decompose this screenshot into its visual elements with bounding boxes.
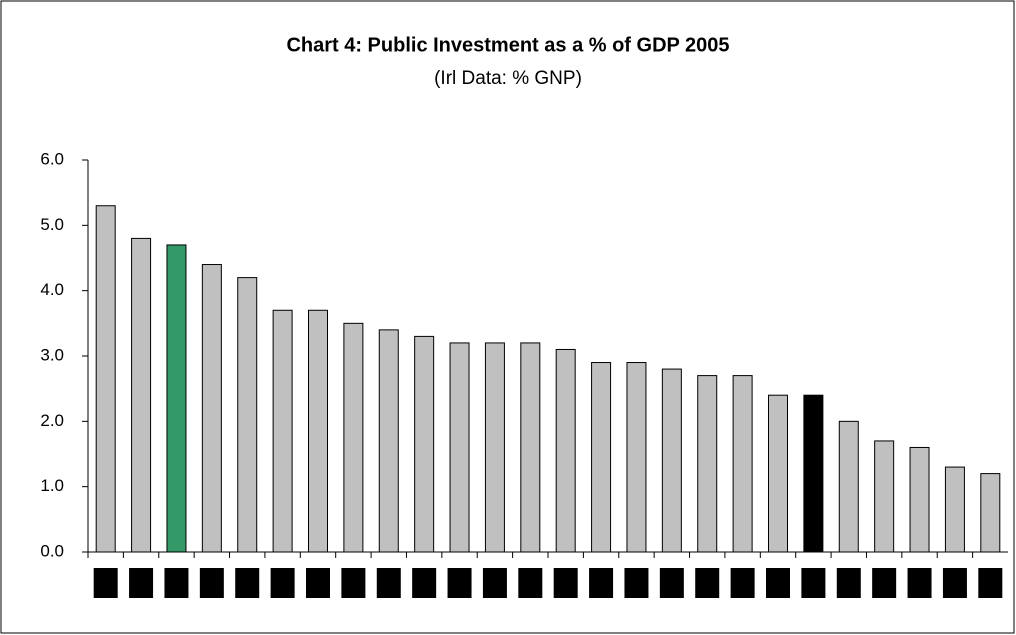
redacted-label: [412, 568, 437, 598]
bar: [414, 335, 435, 553]
bar: [697, 375, 718, 553]
redacted-label: [836, 568, 861, 598]
redacted-label: [341, 568, 366, 598]
redacted-label: [624, 568, 649, 598]
chart-subtitle: (Irl Data: % GNP): [434, 68, 582, 89]
bar: [874, 440, 895, 553]
redacted-label: [376, 568, 401, 598]
redacted-label: [270, 568, 295, 598]
bar: [980, 473, 1001, 553]
bar: [768, 394, 788, 553]
bar: [626, 362, 647, 553]
redacted-label: [306, 568, 330, 598]
bar: [732, 375, 753, 553]
y-tick-label: 0.0: [40, 541, 64, 560]
bar: [378, 329, 399, 553]
y-tick-label: 3.0: [40, 345, 64, 364]
redacted-label: [553, 568, 578, 598]
bar: [909, 446, 930, 553]
redacted-label: [589, 568, 614, 598]
y-tick-label: 1.0: [40, 476, 64, 495]
redacted-label: [235, 568, 260, 598]
bar: [308, 309, 328, 553]
redacted-label: [482, 568, 507, 598]
redacted-label: [942, 568, 967, 598]
bar: [449, 342, 470, 553]
redacted-label: [199, 568, 224, 598]
redacted-label: [93, 568, 118, 598]
redacted-label: [978, 568, 1003, 598]
bar: [131, 237, 152, 553]
chart-title: Chart 4: Public Investment as a % of GDP…: [286, 34, 729, 56]
bar: [944, 466, 965, 553]
y-tick-label: 5.0: [40, 215, 64, 234]
redacted-label: [518, 568, 543, 598]
y-tick-label: 6.0: [40, 149, 64, 168]
redacted-label: [659, 568, 684, 598]
redacted-label: [766, 568, 790, 598]
bar: [272, 309, 293, 553]
bar: [484, 342, 505, 553]
y-tick-label: 2.0: [40, 411, 64, 430]
redacted-label: [164, 568, 189, 598]
redacted-label: [695, 568, 720, 598]
bar: [343, 322, 364, 553]
bar: [166, 244, 187, 553]
y-tick-label: 4.0: [40, 280, 64, 299]
bar: [555, 348, 576, 553]
redacted-label: [730, 568, 755, 598]
bar: [95, 205, 116, 553]
bar: [803, 394, 824, 553]
redacted-label: [801, 568, 826, 598]
redacted-label: [447, 568, 472, 598]
bar: [591, 362, 612, 553]
bar: [237, 277, 258, 553]
redacted-label: [872, 568, 897, 598]
bar: [838, 420, 859, 553]
bar: [201, 264, 222, 553]
redacted-label: [907, 568, 932, 598]
bar: [661, 368, 682, 553]
redacted-label: [129, 568, 154, 598]
bar: [520, 342, 541, 553]
